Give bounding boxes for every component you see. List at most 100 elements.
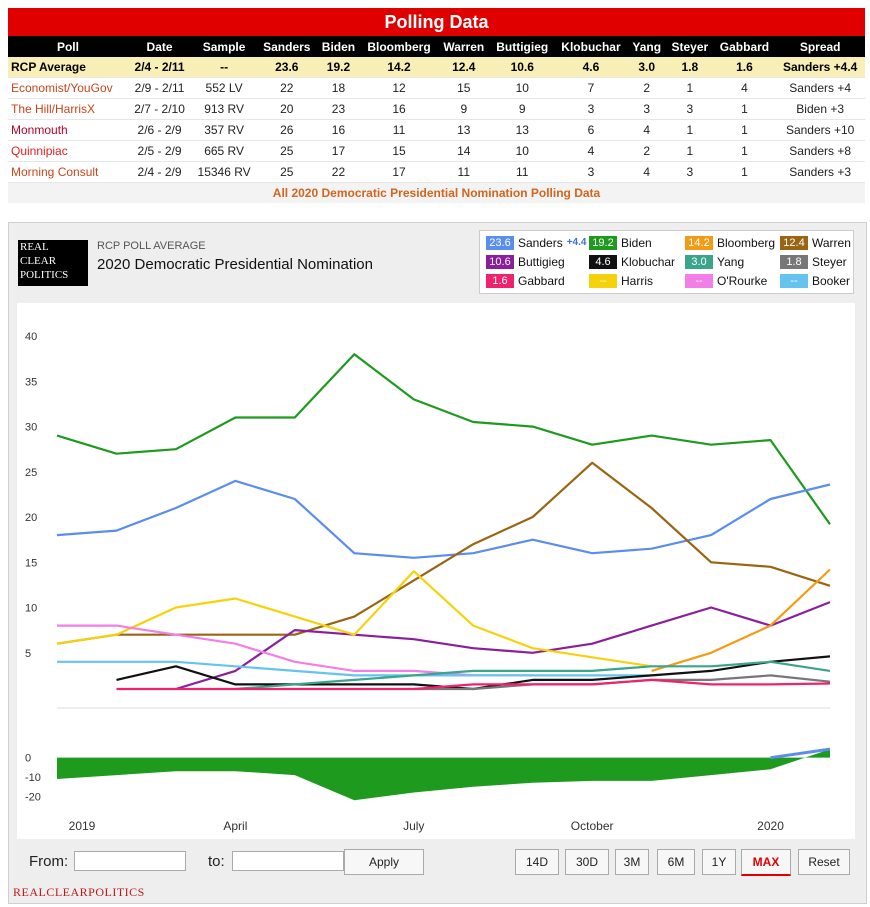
table-cell: 10.6 — [489, 57, 555, 78]
table-cell: 16 — [316, 119, 361, 141]
table-cell: 15 — [437, 77, 490, 99]
table-cell: 22 — [316, 161, 361, 183]
poll-name[interactable]: Quinnipiac — [8, 140, 128, 162]
legend-item[interactable]: 14.2 Bloomberg — [685, 235, 775, 251]
logo-line: REAL — [20, 241, 49, 253]
legend-item[interactable]: -- Harris — [589, 273, 653, 289]
table-cell: 9 — [489, 98, 555, 120]
table-cell: 2/4 - 2/9 — [127, 161, 192, 183]
series-line-booker — [57, 660, 652, 677]
legend-item[interactable]: 1.6 Gabbard — [486, 273, 565, 289]
legend-swatch: 19.2 — [589, 235, 617, 250]
table-cell: 19.2 — [316, 57, 361, 78]
table-cell: 6 — [554, 119, 628, 141]
table-cell: 10 — [489, 140, 555, 162]
x-tick-label: July — [403, 819, 424, 833]
legend-swatch: -- — [589, 273, 617, 288]
legend-label: O'Rourke — [717, 273, 768, 288]
range-3m-button[interactable]: 3M — [615, 849, 649, 875]
range-6m-button[interactable]: 6M — [657, 849, 695, 875]
table-cell: 2 — [627, 140, 667, 162]
line-chart: 40 35 30 25 20 15 10 5 0 -10 -20 2019 April July Octob… — [25, 331, 831, 833]
column-header: Buttigieg — [489, 36, 555, 57]
legend-swatch: 1.8 — [780, 254, 808, 269]
reset-button[interactable]: Reset — [798, 849, 850, 875]
table-cell: 1 — [666, 140, 714, 162]
table-row: The Hill/HarrisX 2/7 - 2/10 913 RV 20 23 16 9 9… — [8, 98, 865, 120]
range-max-button[interactable]: MAX — [741, 849, 791, 876]
legend-item[interactable]: 10.6 Buttigieg — [486, 254, 565, 270]
y-tick-label: 35 — [25, 376, 37, 388]
legend-label: Biden — [621, 235, 652, 250]
table-cell: 552 LV — [191, 77, 258, 99]
logo-line: CLEAR — [20, 255, 57, 267]
legend-swatch: 4.6 — [589, 254, 617, 269]
table-cell: 15346 RV — [191, 161, 258, 183]
table-cell: 4.6 — [554, 57, 628, 78]
poll-name[interactable]: The Hill/HarrisX — [8, 98, 128, 120]
y-tick-label: 5 — [25, 648, 31, 660]
legend-item[interactable]: 23.6 Sanders +4.4 — [486, 235, 586, 251]
table-cell: 16 — [360, 98, 438, 120]
x-tick-label: April — [223, 819, 247, 833]
column-header: Sanders — [257, 36, 317, 57]
legend-spread: +4.4 — [566, 237, 587, 249]
table-cell: 2 — [627, 77, 667, 99]
table-cell: 12 — [360, 77, 438, 99]
legend-item[interactable]: 12.4 Warren — [780, 235, 851, 251]
series-line-harris — [56, 570, 652, 668]
y-tick-label: 15 — [25, 557, 37, 569]
table-cell: 7 — [554, 77, 628, 99]
range-1y-button[interactable]: 1Y — [702, 849, 736, 875]
poll-name[interactable]: Morning Consult — [8, 161, 128, 183]
legend-item[interactable]: -- O'Rourke — [685, 273, 767, 289]
legend-label: Sanders — [518, 235, 563, 250]
series-line-yang — [235, 660, 831, 691]
from-date-input[interactable] — [74, 851, 186, 871]
legend-item[interactable]: -- Booker — [780, 273, 850, 289]
table-cell: Sanders +4 — [775, 77, 865, 99]
poll-name[interactable]: Monmouth — [8, 119, 128, 141]
table-cell: 2/4 - 2/11 — [127, 57, 192, 78]
table-cell: Sanders +10 — [775, 119, 865, 141]
page-title: Polling Data — [8, 8, 865, 36]
table-cell: 10 — [489, 77, 555, 99]
range-14d-button[interactable]: 14D — [515, 849, 559, 875]
table-cell: 13 — [489, 119, 555, 141]
legend-item[interactable]: 3.0 Yang — [685, 254, 744, 270]
y-tick-label: 10 — [25, 603, 37, 615]
table-cell: 23 — [316, 98, 361, 120]
legend-label: Bloomberg — [717, 235, 776, 250]
table-cell: 4 — [627, 119, 667, 141]
to-date-input[interactable] — [232, 851, 344, 871]
table-row: Economist/YouGov 2/9 - 2/11 552 LV 22 18 12 15… — [8, 77, 865, 99]
footer-brand: REALCLEARPOLITICS — [13, 885, 145, 899]
legend-item[interactable]: 4.6 Klobuchar — [589, 254, 675, 270]
table-cell: 22 — [257, 77, 317, 99]
table-cell: 357 RV — [191, 119, 258, 141]
apply-button[interactable]: Apply — [344, 849, 424, 875]
table-row: Monmouth 2/6 - 2/9 357 RV 26 16 11 13 13 6 4 1 1 San… — [8, 119, 865, 141]
series-line-gabbard — [116, 678, 831, 691]
table-cell: 1 — [713, 119, 776, 141]
table-cell: 1.8 — [666, 57, 714, 78]
range-30d-button[interactable]: 30D — [565, 849, 609, 875]
polling-table: Poll Date Sample Sanders Biden Bloomberg Warre… — [8, 36, 865, 183]
poll-name[interactable]: Economist/YouGov — [8, 77, 128, 99]
table-cell: 13 — [437, 119, 490, 141]
legend-item[interactable]: 19.2 Biden — [589, 235, 652, 251]
table-cell: Sanders +4.4 — [775, 57, 865, 78]
table-cell: 23.6 — [257, 57, 317, 78]
all-polling-data-link[interactable]: All 2020 Democratic Presidential Nominat… — [8, 183, 865, 203]
table-cell: 11 — [489, 161, 555, 183]
table-cell: 3 — [666, 161, 714, 183]
rcp-average-row: RCP Average 2/4 - 2/11 -- 23.6 19.2 14.2 12.4 1… — [8, 57, 865, 78]
table-cell: 14.2 — [360, 57, 438, 78]
legend-swatch: 12.4 — [780, 235, 808, 250]
legend-swatch: -- — [685, 273, 713, 288]
table-cell: 11 — [360, 119, 438, 141]
legend-item[interactable]: 1.8 Steyer — [780, 254, 847, 270]
table-row: Quinnipiac 2/5 - 2/9 665 RV 25 17 15 14 10 4 2 1 1 S… — [8, 140, 865, 162]
legend-swatch: 10.6 — [486, 254, 514, 269]
table-cell: 20 — [257, 98, 317, 120]
